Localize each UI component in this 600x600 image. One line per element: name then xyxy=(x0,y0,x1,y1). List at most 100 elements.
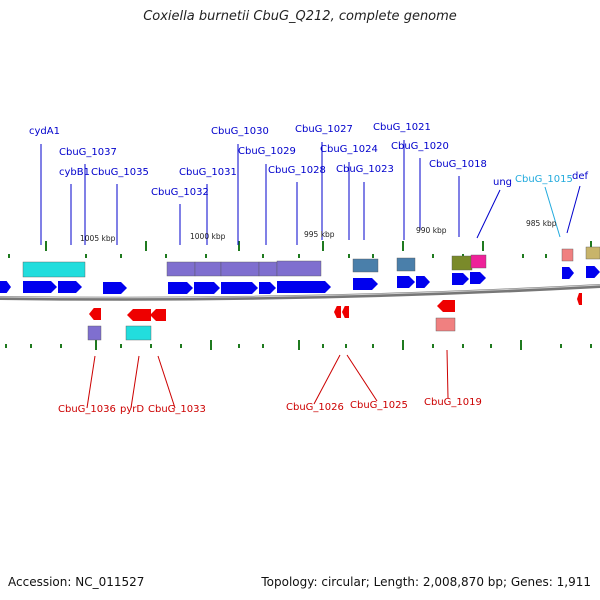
leader-line xyxy=(130,355,140,409)
outer-tick xyxy=(402,241,404,251)
cog-block xyxy=(258,261,278,277)
cds-reverse-arrow xyxy=(150,309,166,321)
scale-label: 1000 kbp xyxy=(190,232,226,241)
cds-row-forward xyxy=(0,266,600,294)
cds-forward-arrow xyxy=(23,281,57,293)
inner-tick xyxy=(402,340,404,350)
cog-block xyxy=(276,260,322,277)
cog-row-forward xyxy=(22,246,600,278)
gene-label: CbuG_1015 xyxy=(515,174,573,185)
outer-tick xyxy=(590,241,592,251)
cds-row-reverse xyxy=(89,293,582,321)
gene-label: CbuG_1018 xyxy=(429,159,487,170)
cds-forward-arrow xyxy=(277,281,331,293)
genome-stats-text: Topology: circular; Length: 2,008,870 bp… xyxy=(261,575,591,589)
cds-forward-arrow xyxy=(562,267,574,279)
gene-label: CbuG_1027 xyxy=(295,124,353,135)
cog-row-reverse xyxy=(87,317,456,341)
leader-line xyxy=(446,349,449,399)
accession-text: Accession: NC_011527 xyxy=(8,575,145,589)
cds-reverse-arrow xyxy=(577,293,582,305)
cog-block xyxy=(470,254,487,269)
gene-label: ung xyxy=(493,177,512,188)
leader-line xyxy=(566,185,581,234)
genome-backbone xyxy=(0,284,600,301)
cds-forward-arrow xyxy=(0,281,11,293)
cog-block xyxy=(352,258,379,273)
scale-label: 990 kbp xyxy=(416,226,447,235)
inner-tick xyxy=(60,344,62,348)
leader-line xyxy=(86,355,96,409)
outer-tick xyxy=(145,241,147,251)
gene-label: CbuG_1026 xyxy=(286,402,344,413)
gene-label: CbuG_1023 xyxy=(336,164,394,175)
cds-reverse-arrow xyxy=(342,306,349,318)
cog-block xyxy=(396,257,416,272)
gene-label: cybB1 xyxy=(59,167,90,178)
cds-forward-arrow xyxy=(353,278,378,290)
cog-block xyxy=(561,248,574,262)
cog-block xyxy=(451,255,473,271)
inner-tick xyxy=(150,344,152,348)
inner-tick xyxy=(322,344,324,348)
cds-reverse-arrow xyxy=(437,300,455,312)
outer-tick xyxy=(238,241,240,251)
tick-row-inner xyxy=(5,340,592,350)
outer-tick xyxy=(372,254,374,258)
outer-tick xyxy=(432,254,434,258)
outer-tick xyxy=(85,254,87,258)
inner-tick xyxy=(372,344,374,348)
genome-backbone-highlight xyxy=(0,284,600,299)
inner-tick xyxy=(462,344,464,348)
inner-tick xyxy=(590,344,592,348)
gene-label: CbuG_1021 xyxy=(373,122,431,133)
outer-tick xyxy=(298,254,300,258)
inner-tick xyxy=(120,344,122,348)
inner-tick xyxy=(560,344,562,348)
inner-tick xyxy=(180,344,182,348)
cds-forward-arrow xyxy=(586,266,600,278)
inner-tick xyxy=(95,340,97,350)
cds-forward-arrow xyxy=(259,282,276,294)
inner-tick xyxy=(345,344,347,348)
cog-block xyxy=(194,261,222,277)
gene-label: CbuG_1029 xyxy=(238,146,296,157)
outer-tick xyxy=(45,241,47,251)
label-leader-lines xyxy=(40,140,581,409)
cds-forward-arrow xyxy=(397,276,415,288)
cds-forward-arrow xyxy=(58,281,82,293)
cog-block xyxy=(585,246,600,260)
outer-tick xyxy=(348,254,350,258)
outer-tick xyxy=(8,254,10,258)
leader-line xyxy=(313,354,341,405)
cds-forward-arrow xyxy=(416,276,430,288)
map-title: Coxiella burnetii CbuG_Q212, complete ge… xyxy=(143,9,457,24)
gene-label: CbuG_1035 xyxy=(91,167,149,178)
gene-label: cydA1 xyxy=(29,126,60,137)
inner-tick xyxy=(520,340,522,350)
outer-tick xyxy=(482,241,484,251)
outer-tick xyxy=(522,254,524,258)
outer-tick xyxy=(165,254,167,258)
leader-line xyxy=(346,354,378,402)
inner-tick xyxy=(238,344,240,348)
inner-tick xyxy=(262,344,264,348)
inner-tick xyxy=(490,344,492,348)
gene-label: CbuG_1030 xyxy=(211,126,269,137)
leader-line xyxy=(544,186,561,238)
gene-label: CbuG_1036 xyxy=(58,404,116,415)
gene-label: CbuG_1028 xyxy=(268,165,326,176)
gene-label: CbuG_1032 xyxy=(151,187,209,198)
cds-reverse-arrow xyxy=(334,306,341,318)
cog-block xyxy=(220,261,260,277)
gene-label: def xyxy=(572,171,589,182)
cds-reverse-arrow xyxy=(89,308,101,320)
gene-label: CbuG_1031 xyxy=(179,167,237,178)
cog-block xyxy=(22,261,86,278)
cds-forward-arrow xyxy=(194,282,220,294)
outer-tick xyxy=(205,254,207,258)
inner-tick xyxy=(210,340,212,350)
cds-forward-arrow xyxy=(103,282,127,294)
